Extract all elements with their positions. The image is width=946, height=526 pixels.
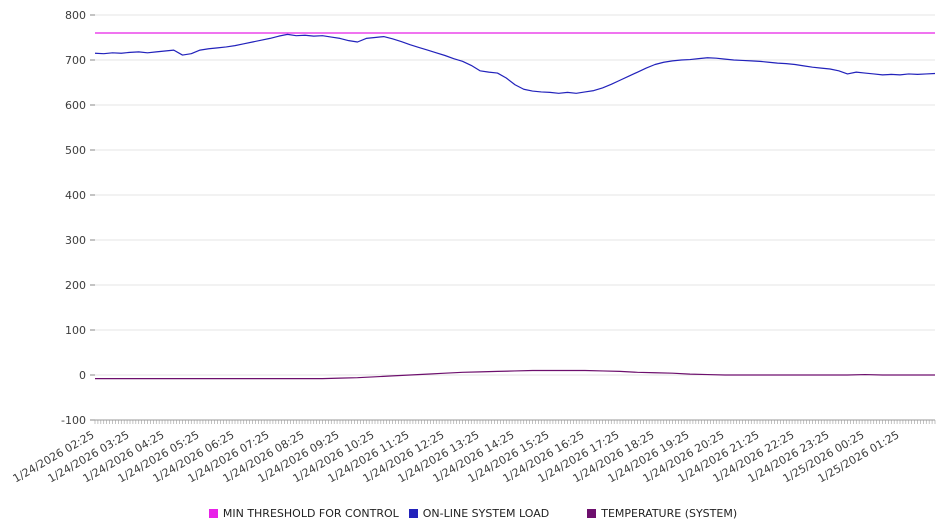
- legend-swatch-system-load-icon: [408, 509, 418, 518]
- legend-item-temperature-system[interactable]: TEMPERATURE (SYSTEM): [587, 507, 737, 520]
- y-tick-label: 300: [65, 234, 86, 247]
- series-on-line-system-load: [94, 33, 936, 94]
- y-tick-label: 600: [65, 99, 86, 112]
- legend-label-system-load: ON-LINE SYSTEM LOAD: [422, 507, 550, 520]
- y-tick-label: 500: [65, 144, 86, 157]
- chart-legend: MIN THRESHOLD FOR CONTROL ON-LINE SYSTEM…: [0, 507, 946, 520]
- legend-swatch-temperature-icon: [587, 509, 597, 518]
- y-tick-label: 800: [65, 9, 86, 22]
- legend-label-min-threshold: MIN THRESHOLD FOR CONTROL: [222, 507, 399, 520]
- legend-item-min-threshold-for-control[interactable]: MIN THRESHOLD FOR CONTROL: [208, 507, 399, 520]
- y-tick-label: 200: [65, 279, 86, 292]
- series-temperature-system-: [95, 369, 935, 380]
- y-tick-label: -100: [61, 414, 86, 427]
- legend-label-temperature: TEMPERATURE (SYSTEM): [601, 507, 738, 520]
- y-tick-label: 100: [65, 324, 86, 337]
- y-tick-label: 400: [65, 189, 86, 202]
- legend-item-on-line-system-load[interactable]: ON-LINE SYSTEM LOAD: [408, 507, 550, 520]
- legend-swatch-min-threshold-icon: [208, 509, 218, 518]
- y-tick-label: 700: [65, 54, 86, 67]
- y-tick-label: 0: [79, 369, 86, 382]
